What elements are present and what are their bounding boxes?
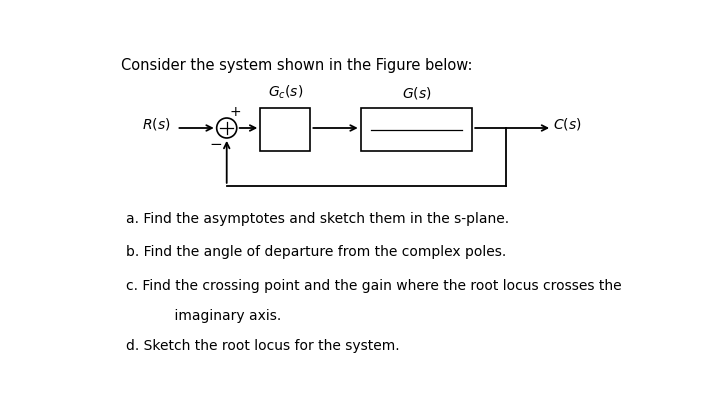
Text: $s(s^2 + 2s + 5)$: $s(s^2 + 2s + 5)$ bbox=[372, 134, 461, 151]
Text: $C(s)$: $C(s)$ bbox=[553, 117, 582, 132]
Bar bbox=[361, 108, 472, 151]
Text: Consider the system shown in the Figure below:: Consider the system shown in the Figure … bbox=[121, 58, 472, 73]
Text: imaginary axis.: imaginary axis. bbox=[157, 309, 282, 323]
Text: $G(s)$: $G(s)$ bbox=[402, 85, 431, 101]
Text: 1: 1 bbox=[412, 111, 421, 126]
Text: $R(s)$: $R(s)$ bbox=[143, 117, 171, 132]
Text: a. Find the asymptotes and sketch them in the s-plane.: a. Find the asymptotes and sketch them i… bbox=[126, 212, 509, 226]
Text: $G_c(s)$: $G_c(s)$ bbox=[268, 83, 303, 101]
Text: +: + bbox=[230, 105, 241, 119]
Text: c. Find the crossing point and the gain where the root locus crosses the: c. Find the crossing point and the gain … bbox=[126, 278, 622, 293]
Text: $K$: $K$ bbox=[279, 120, 292, 139]
Text: b. Find the angle of departure from the complex poles.: b. Find the angle of departure from the … bbox=[126, 245, 507, 259]
Text: d. Sketch the root locus for the system.: d. Sketch the root locus for the system. bbox=[126, 339, 400, 354]
Bar bbox=[260, 108, 310, 151]
Text: −: − bbox=[210, 137, 222, 152]
